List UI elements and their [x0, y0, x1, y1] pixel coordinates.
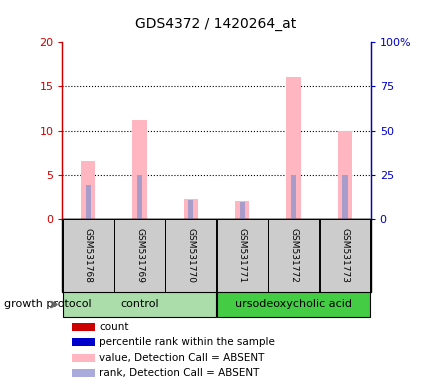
Bar: [216, 292, 369, 317]
Bar: [132, 120, 146, 219]
Bar: [63, 219, 114, 292]
Bar: [188, 200, 193, 219]
Text: count: count: [99, 322, 129, 332]
Bar: [72, 354, 95, 362]
Text: rank, Detection Call = ABSENT: rank, Detection Call = ABSENT: [99, 368, 259, 378]
Bar: [319, 219, 369, 292]
Bar: [114, 219, 165, 292]
Bar: [72, 323, 95, 331]
Text: growth protocol: growth protocol: [4, 299, 92, 309]
Bar: [216, 219, 267, 292]
Bar: [137, 175, 142, 219]
Text: GSM531771: GSM531771: [237, 228, 246, 283]
Bar: [267, 219, 318, 292]
Text: GSM531768: GSM531768: [83, 228, 92, 283]
Text: value, Detection Call = ABSENT: value, Detection Call = ABSENT: [99, 353, 264, 363]
Bar: [239, 202, 244, 219]
Text: percentile rank within the sample: percentile rank within the sample: [99, 337, 274, 348]
Bar: [341, 175, 347, 219]
Text: GDS4372 / 1420264_at: GDS4372 / 1420264_at: [135, 17, 295, 31]
Text: GSM531773: GSM531773: [340, 228, 349, 283]
Text: GSM531769: GSM531769: [135, 228, 144, 283]
Bar: [183, 199, 198, 219]
Bar: [72, 369, 95, 377]
Bar: [286, 77, 300, 219]
Bar: [72, 338, 95, 346]
Text: GSM531772: GSM531772: [289, 228, 298, 283]
Text: control: control: [120, 299, 159, 310]
Bar: [63, 292, 216, 317]
Bar: [234, 201, 249, 219]
Text: GSM531770: GSM531770: [186, 228, 195, 283]
Bar: [165, 219, 216, 292]
Bar: [86, 185, 91, 219]
Bar: [290, 175, 295, 219]
Bar: [337, 131, 351, 219]
Bar: [81, 162, 95, 219]
Text: ursodeoxycholic acid: ursodeoxycholic acid: [235, 299, 351, 310]
